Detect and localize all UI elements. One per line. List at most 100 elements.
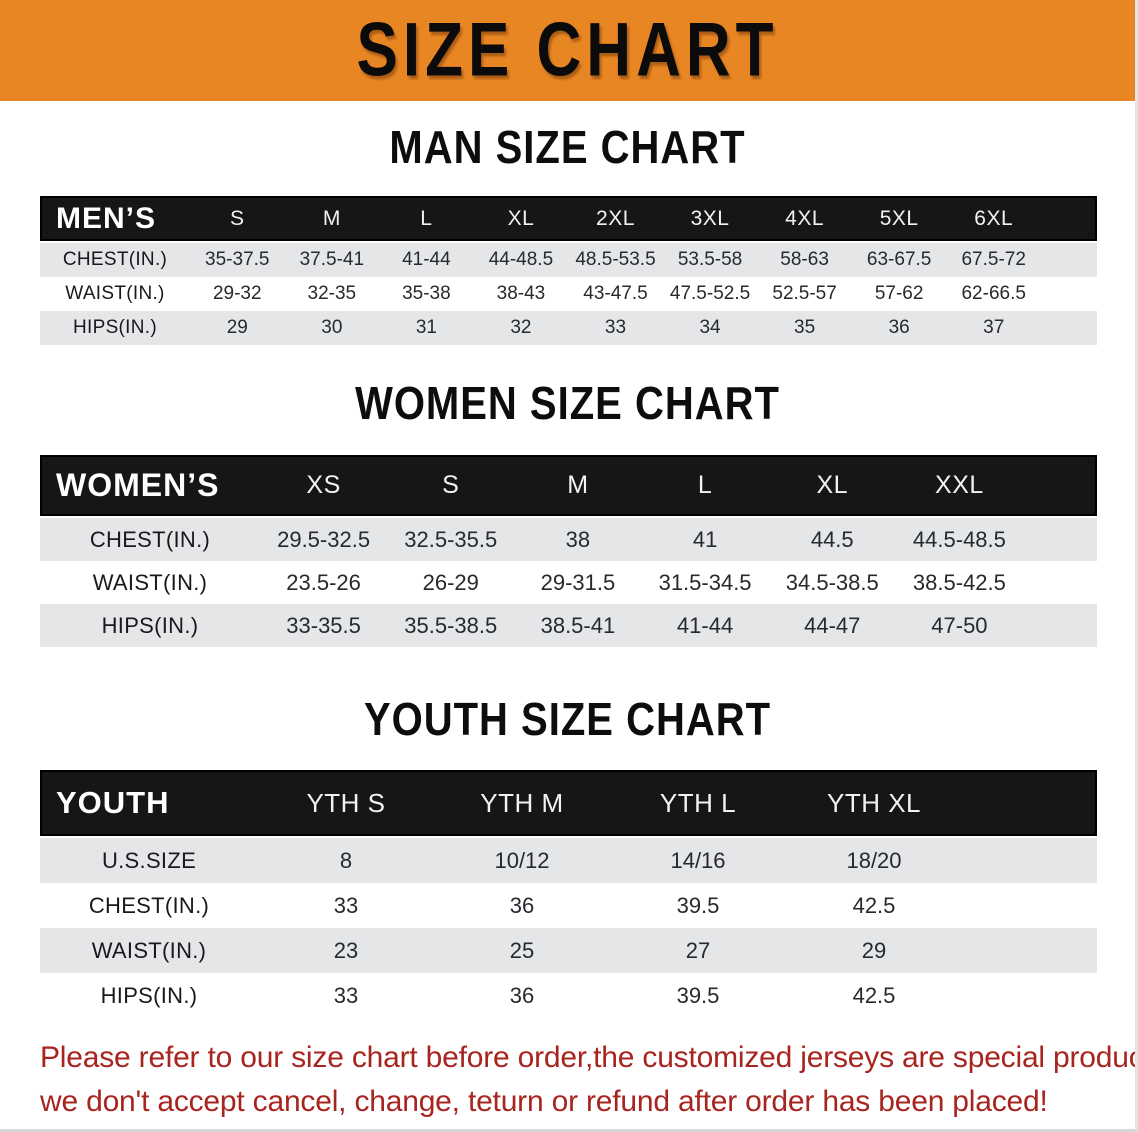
banner: SIZE CHART (0, 0, 1135, 101)
table-cell: 48.5-53.5 (575, 249, 656, 270)
table-header-cell: YTH XL (826, 787, 922, 818)
table-header-cell: M (322, 206, 341, 230)
table-cell: 34.5-38.5 (785, 569, 879, 595)
table-row: WAIST(IN.) 23.5-26 26-29 29-31.5 31.5-34.5 34… (40, 561, 1097, 604)
table-cell: 36 (509, 892, 535, 918)
table-cell: 44-47 (804, 612, 861, 638)
banner-title: SIZE CHART (356, 8, 779, 93)
table-cell: 44.5 (810, 526, 854, 552)
table-cell: 34 (699, 317, 721, 338)
table-cell: 41-44 (402, 249, 451, 270)
table-header-cell: L (420, 206, 433, 230)
table-cell: 53.5-58 (677, 249, 743, 270)
table-cell: 62-66.5 (961, 283, 1026, 304)
table-row: HIPS(IN.) 33 36 39.5 42.5 (40, 973, 1097, 1018)
table-header-cell: 4XL (785, 206, 825, 230)
table-cell: 37.5-41 (299, 249, 365, 270)
table-cell: 38.5-41 (540, 612, 616, 638)
table-cell: 26-29 (422, 569, 479, 595)
table-cell: 58-63 (780, 249, 829, 270)
table-header-cell: 2XL (596, 206, 635, 230)
footer-line-1: Please refer to our size chart before or… (40, 1041, 1138, 1074)
table-row-label: CHEST(IN.) (62, 249, 168, 270)
table-cell: 32.5-35.5 (404, 526, 498, 552)
table-header-label: YOUTH (56, 785, 170, 820)
womens-size-table: WOMEN’S XS S M L XL XXL CHEST(IN.) 29.5-32.5 32.5… (40, 455, 1097, 647)
table-header-row: YOUTH YTH S YTH M YTH L YTH XL (40, 770, 1097, 838)
table-header-label: WOMEN’S (56, 467, 220, 503)
table-row: HIPS(IN.) 29 30 31 32 33 34 35 36 37 (40, 311, 1097, 345)
table-row: CHEST(IN.) 35-37.5 37.5-41 41-44 44-48.5 48.5… (40, 243, 1097, 277)
table-cell: 63-67.5 (866, 249, 932, 270)
table-cell: 38 (565, 526, 591, 552)
table-cell: 42.5 (852, 982, 896, 1008)
table-cell: 43-47.5 (583, 283, 648, 304)
table-cell: 57-62 (874, 283, 924, 304)
table-cell: 39.5 (676, 892, 720, 918)
table-cell: 31.5-34.5 (658, 569, 752, 595)
table-cell: 37 (983, 317, 1005, 338)
table-header-row: MEN’S S M L XL 2XL 3XL 4XL 5XL 6XL (40, 196, 1097, 243)
table-cell: 44.5-48.5 (912, 526, 1006, 552)
table-header-label: MEN’S (56, 201, 157, 235)
footer-line-2: we don't accept cancel, change, teturn o… (40, 1085, 1048, 1118)
table-header-cell: 6XL (974, 206, 1014, 230)
table-cell: 14/16 (670, 847, 726, 873)
table-header-cell: 5XL (879, 206, 919, 230)
table-cell: 32 (510, 317, 532, 338)
table-cell: 35 (794, 317, 816, 338)
table-cell: 23.5-26 (286, 569, 361, 595)
table-row: CHEST(IN.) 29.5-32.5 32.5-35.5 38 41 44.5 44.5… (40, 518, 1097, 561)
table-header-cell: YTH M (480, 787, 564, 818)
table-cell: 29-32 (212, 283, 262, 304)
table-cell: 10/12 (494, 847, 550, 873)
table-header-cell: M (567, 471, 589, 499)
table-row-label: HIPS(IN.) (73, 317, 157, 338)
table-row-label: HIPS(IN.) (101, 612, 199, 638)
table-cell: 30 (321, 317, 343, 338)
table-cell: 33 (333, 982, 359, 1008)
table-cell: 47-50 (931, 612, 988, 638)
table-cell: 29 (861, 937, 887, 963)
table-cell: 44-48.5 (488, 249, 554, 270)
mens-size-table: MEN’S S M L XL 2XL 3XL 4XL 5XL 6XL CHEST(IN.) 35-37… (40, 196, 1097, 345)
table-cell: 33 (333, 892, 359, 918)
table-row-label: U.S.SIZE (101, 847, 197, 873)
table-cell: 29-31.5 (540, 569, 616, 595)
table-cell: 47.5-52.5 (669, 283, 751, 304)
section-title-men: MAN SIZE CHART (389, 122, 746, 174)
table-cell: 27 (685, 937, 711, 963)
youth-size-table: YOUTH YTH S YTH M YTH L YTH XL U.S.SIZE 8 10/12… (40, 770, 1097, 1018)
table-row-label: WAIST(IN.) (65, 283, 165, 304)
table-header-cell: XS (306, 471, 341, 499)
table-cell: 18/20 (846, 847, 902, 873)
table-row: WAIST(IN.) 29-32 32-35 35-38 38-43 43-47.5 47.… (40, 277, 1097, 311)
table-cell: 41-44 (676, 612, 734, 638)
table-cell: 33 (604, 317, 627, 338)
table-header-cell: L (697, 471, 713, 499)
table-cell: 8 (339, 847, 353, 873)
table-cell: 29.5-32.5 (277, 526, 371, 552)
table-cell: 35-38 (402, 283, 451, 304)
table-cell: 41 (692, 526, 718, 552)
table-cell: 42.5 (852, 892, 896, 918)
section-title-youth: YOUTH SIZE CHART (363, 694, 772, 746)
table-header-cell: XL (816, 471, 849, 499)
table-cell: 32-35 (307, 283, 357, 304)
table-cell: 38.5-42.5 (912, 569, 1006, 595)
table-header-cell: S (442, 471, 460, 499)
table-row-label: HIPS(IN.) (100, 982, 198, 1008)
table-cell: 36 (888, 317, 910, 338)
table-header-cell: YTH L (659, 787, 737, 818)
table-row: U.S.SIZE 8 10/12 14/16 18/20 (40, 838, 1097, 883)
table-cell: 35.5-38.5 (404, 612, 498, 638)
section-title-women: WOMEN SIZE CHART (355, 378, 780, 430)
table-row-label: CHEST(IN.) (88, 892, 210, 918)
table-header-cell: S (230, 206, 245, 230)
table-cell: 36 (509, 982, 535, 1008)
table-cell: 67.5-72 (961, 249, 1026, 270)
table-header-cell: 3XL (690, 206, 730, 230)
table-row-label: WAIST(IN.) (91, 937, 207, 963)
table-cell: 33-35.5 (286, 612, 361, 638)
